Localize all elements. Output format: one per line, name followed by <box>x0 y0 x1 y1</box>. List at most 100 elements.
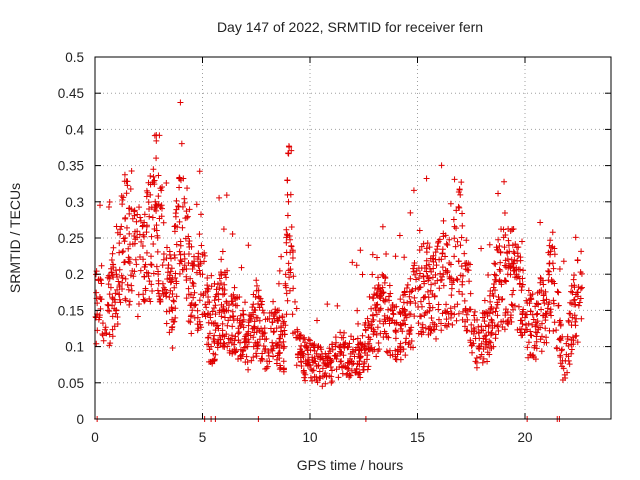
data-point <box>428 314 435 321</box>
data-point <box>455 188 462 195</box>
data-point <box>183 295 190 302</box>
data-point <box>558 346 565 353</box>
data-point <box>305 336 312 343</box>
data-point <box>454 238 461 245</box>
data-point <box>416 247 423 254</box>
data-point <box>178 140 185 147</box>
data-point <box>140 256 147 263</box>
data-point <box>568 346 575 353</box>
data-point <box>537 279 544 286</box>
data-point <box>147 298 154 305</box>
data-point <box>267 325 274 332</box>
data-point <box>188 330 195 337</box>
data-point <box>300 354 307 361</box>
data-point <box>196 231 203 238</box>
data-point <box>475 323 482 330</box>
data-point <box>565 342 572 349</box>
data-point <box>493 244 500 251</box>
data-point <box>160 256 167 263</box>
data-point <box>124 281 131 288</box>
data-point <box>447 200 454 207</box>
data-point <box>364 315 371 322</box>
data-point <box>492 335 499 342</box>
data-point <box>302 358 309 365</box>
data-point <box>408 324 415 331</box>
data-point <box>367 336 374 343</box>
data-point <box>502 257 509 264</box>
data-point <box>346 340 353 347</box>
data-point <box>528 295 535 302</box>
data-point <box>409 287 416 294</box>
data-point <box>170 297 177 304</box>
data-point <box>238 264 245 271</box>
data-point <box>269 319 276 326</box>
data-point <box>573 332 580 339</box>
data-point <box>439 246 446 253</box>
data-point <box>565 353 572 360</box>
data-point <box>453 317 460 324</box>
data-point <box>206 330 213 337</box>
data-point <box>230 317 237 324</box>
data-point <box>126 230 133 237</box>
data-point <box>224 322 231 329</box>
data-point <box>413 276 420 283</box>
data-point <box>329 367 336 374</box>
data-point <box>455 258 462 265</box>
data-point <box>574 339 581 346</box>
data-point <box>218 313 225 320</box>
data-point <box>400 346 407 353</box>
data-point <box>344 360 351 367</box>
data-point <box>401 254 408 261</box>
data-point <box>443 301 450 308</box>
data-point <box>308 366 315 373</box>
data-point <box>198 324 205 331</box>
data-point <box>527 308 534 315</box>
data-point <box>97 305 104 312</box>
data-point <box>183 277 190 284</box>
data-point <box>513 244 520 251</box>
data-point <box>140 231 147 238</box>
data-point <box>178 177 184 184</box>
data-point <box>250 354 257 361</box>
data-point <box>337 329 344 336</box>
data-point <box>221 281 228 288</box>
data-point <box>260 309 267 316</box>
data-point <box>211 339 218 346</box>
data-point <box>304 347 311 354</box>
data-point <box>430 265 437 272</box>
data-point <box>464 327 471 334</box>
data-point <box>345 366 352 373</box>
data-point <box>463 311 470 318</box>
data-point <box>540 291 547 298</box>
data-point <box>309 377 316 384</box>
data-point <box>569 314 576 321</box>
data-point <box>415 330 422 337</box>
data-point <box>408 288 415 295</box>
data-point <box>110 244 117 251</box>
data-point <box>142 287 149 294</box>
data-point <box>245 322 252 329</box>
data-point <box>274 317 281 324</box>
data-point <box>505 242 512 249</box>
data-point <box>98 280 105 287</box>
data-point <box>337 350 344 357</box>
data-point <box>216 275 223 282</box>
data-point <box>281 318 288 325</box>
data-point <box>359 332 366 339</box>
data-point <box>566 361 573 368</box>
data-point <box>105 281 112 288</box>
data-point <box>266 358 273 365</box>
data-point <box>338 334 345 341</box>
data-point <box>542 314 549 321</box>
data-point <box>285 150 292 157</box>
data-point <box>420 278 427 285</box>
data-point <box>314 379 321 386</box>
data-point <box>568 300 575 307</box>
data-point <box>295 354 302 361</box>
data-point <box>110 261 117 268</box>
data-point <box>218 301 225 308</box>
data-point <box>116 296 123 303</box>
x-tick-label: 0 <box>91 430 99 445</box>
data-point <box>386 320 393 327</box>
data-point <box>446 236 453 243</box>
